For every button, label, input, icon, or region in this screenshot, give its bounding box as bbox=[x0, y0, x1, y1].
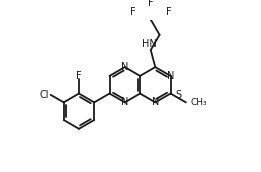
Text: F: F bbox=[148, 0, 153, 8]
Text: F: F bbox=[76, 71, 82, 81]
Text: CH₃: CH₃ bbox=[190, 98, 207, 107]
Text: Cl: Cl bbox=[39, 90, 49, 100]
Text: N: N bbox=[121, 62, 128, 72]
Text: N: N bbox=[152, 97, 159, 107]
Text: F: F bbox=[130, 7, 136, 18]
Text: N: N bbox=[121, 97, 128, 107]
Text: S: S bbox=[175, 90, 181, 100]
Text: N: N bbox=[167, 71, 174, 81]
Text: HN: HN bbox=[143, 39, 157, 49]
Text: F: F bbox=[166, 7, 171, 18]
